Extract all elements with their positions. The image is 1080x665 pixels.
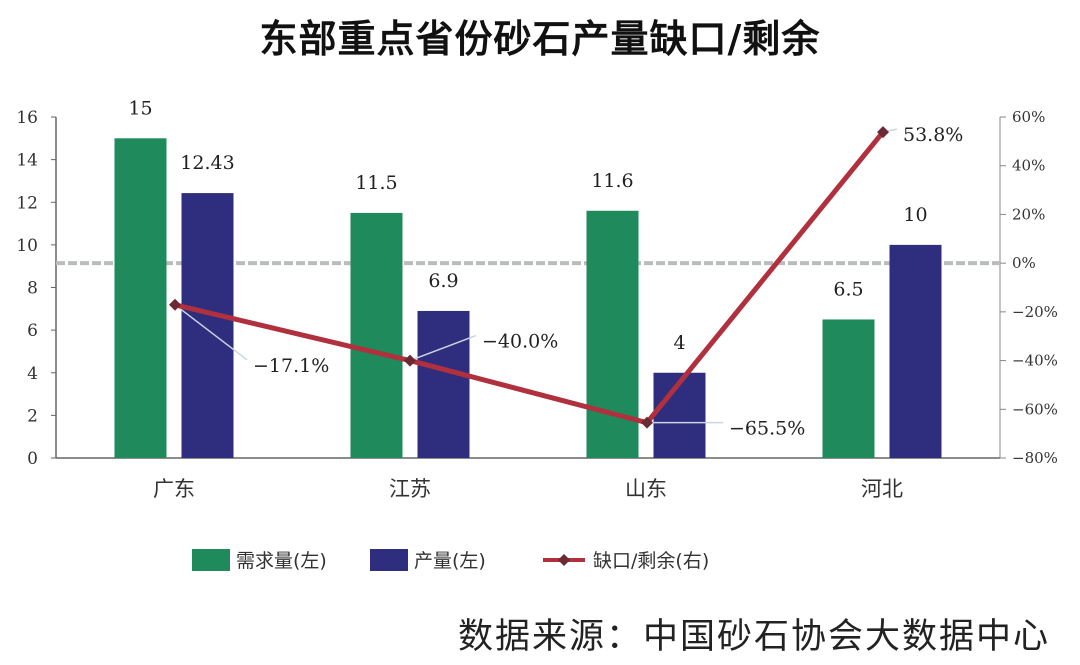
right-tick-label: 0%	[1012, 254, 1036, 272]
legend-marker	[558, 554, 570, 566]
legend-label: 产量(左)	[414, 550, 486, 572]
left-tick-label: 6	[27, 321, 38, 341]
bar-data-label: 6.5	[833, 278, 863, 300]
legend-label: 需求量(左)	[236, 550, 327, 572]
left-tick-label: 8	[27, 279, 38, 299]
right-tick-label: −80%	[1012, 449, 1058, 467]
line-path	[174, 130, 885, 426]
legend-label: 缺口/剩余(右)	[593, 550, 709, 572]
bar-data-label: 10	[903, 204, 927, 226]
left-tick-label: 16	[16, 108, 38, 128]
bar	[822, 319, 875, 458]
chart-svg: 0 2 4 6 8 10 12 14 16 −80% −60% −40% −20% 0% 20% 40% 60%…	[16, 97, 1058, 572]
line-data-label: 53.8%	[903, 124, 963, 146]
left-tick-label: 4	[27, 364, 38, 384]
right-tick-label: −60%	[1012, 400, 1058, 418]
legend-swatch	[370, 549, 408, 571]
line-data-label: −40.0%	[482, 331, 558, 353]
leader-line	[409, 334, 477, 362]
category-label: 广东	[153, 477, 195, 501]
bar	[653, 372, 706, 458]
bar-data-label: 6.9	[428, 270, 458, 292]
line-point	[404, 354, 416, 367]
line-data-label: −65.5%	[729, 418, 805, 440]
legend: 需求量(左) 产量(左) 缺口/剩余(右)	[192, 549, 709, 572]
bar-data-label: 15	[128, 97, 152, 119]
bar-data-label: 12.43	[180, 152, 234, 174]
leader-line	[174, 304, 248, 361]
left-tick-label: 0	[27, 449, 38, 469]
bar	[181, 193, 234, 458]
line-point	[877, 126, 889, 139]
source-note: 数据来源：中国砂石协会大数据中心	[457, 617, 1050, 657]
right-tick-label: −20%	[1012, 303, 1058, 321]
bar	[350, 212, 403, 458]
bar-data-label: 11.6	[591, 170, 633, 192]
line-point	[641, 416, 653, 429]
left-tick-label: 14	[16, 151, 38, 171]
bars: 15 11.5 11.6 6.5 12.43 6.9 4 10	[114, 97, 942, 458]
bar-data-label: 4	[673, 332, 685, 354]
right-tick-label: −40%	[1012, 352, 1058, 370]
category-label: 河北	[861, 477, 903, 501]
bar	[417, 310, 470, 458]
right-tick-label: 40%	[1012, 157, 1045, 175]
left-tick-label: 10	[16, 236, 38, 256]
chart-title: 东部重点省份砂石产量缺口/剩余	[259, 17, 821, 61]
axes: 0 2 4 6 8 10 12 14 16 −80% −60% −40% −20% 0% 20% 40% 60%…	[16, 108, 1058, 501]
category-label: 山东	[625, 477, 667, 501]
right-tick-label: 20%	[1012, 205, 1045, 223]
line-series: −17.1% −40.0% −65.5% 53.8%	[169, 124, 963, 440]
category-label: 江苏	[389, 477, 431, 501]
legend-swatch	[192, 549, 230, 571]
bar	[114, 138, 167, 458]
bar	[889, 244, 942, 458]
left-tick-label: 2	[27, 406, 38, 426]
bar-data-label: 11.5	[355, 172, 397, 194]
line-point	[169, 298, 181, 311]
right-tick-label: 60%	[1012, 108, 1045, 126]
line-data-label: −17.1%	[253, 355, 329, 377]
left-tick-label: 12	[16, 193, 38, 213]
